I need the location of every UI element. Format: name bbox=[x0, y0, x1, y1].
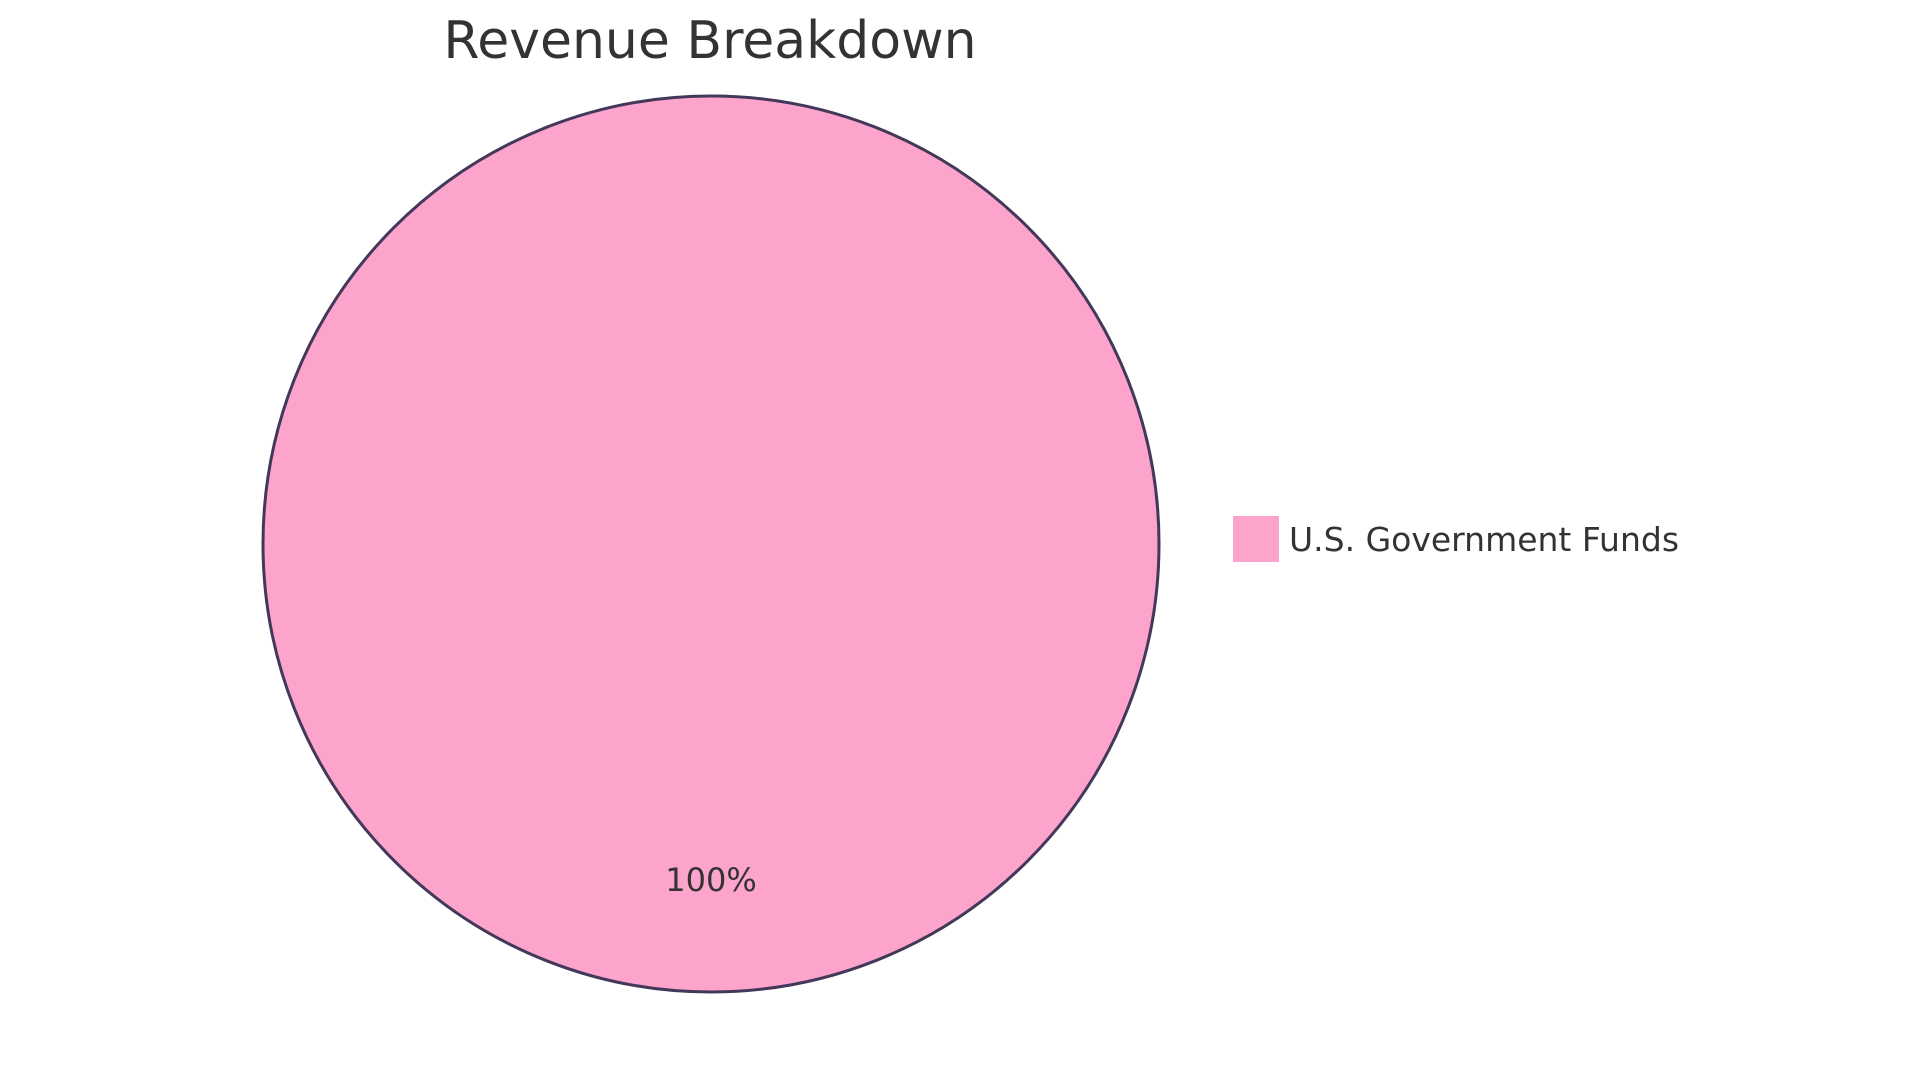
chart-title: Revenue Breakdown bbox=[443, 11, 976, 71]
pie-slice bbox=[261, 94, 1161, 994]
slice-labels: 100% bbox=[665, 861, 756, 899]
pie-slices bbox=[261, 94, 1161, 994]
legend: U.S. Government Funds bbox=[1233, 516, 1679, 562]
slice-percent-label: 100% bbox=[665, 861, 756, 899]
legend-swatch bbox=[1233, 516, 1279, 562]
legend-label: U.S. Government Funds bbox=[1289, 520, 1679, 559]
